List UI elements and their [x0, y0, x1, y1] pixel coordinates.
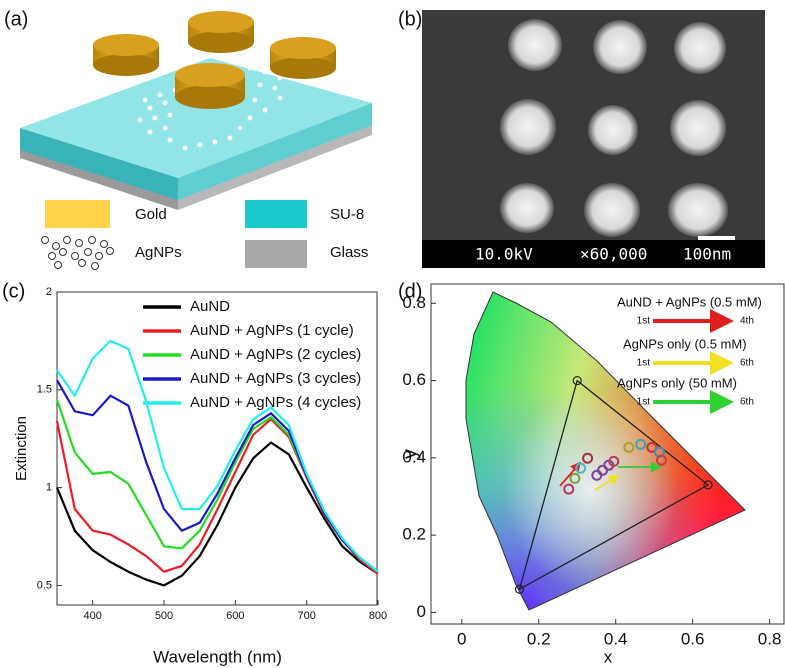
arrow-legend-start: 1st [637, 358, 651, 369]
sem-voltage: 10.0kV [475, 245, 533, 264]
panel-label: (a) [4, 8, 28, 30]
arrow-legend-end: 6th [740, 397, 754, 408]
legend-label: Glass [330, 244, 368, 261]
y-tick-label: 0.2 [402, 525, 426, 544]
series-line [57, 419, 378, 574]
legend-label: Gold [135, 206, 167, 223]
cie-locus [460, 285, 750, 615]
series-line [57, 443, 378, 586]
legend-label: AgNPs [135, 244, 182, 261]
x-tick-label: 0.4 [604, 629, 628, 648]
y-tick-label: 0.5 [37, 579, 52, 591]
legend-label: AuND + AgNPs (3 cycles) [190, 370, 361, 387]
x-tick-label: 500 [155, 610, 173, 622]
legend-label: AuND + AgNPs (2 cycles) [190, 346, 361, 363]
arrow-legend-start: 1st [637, 316, 651, 327]
y-axis-label: y [399, 449, 421, 459]
panel-label: (b) [398, 8, 422, 30]
y-tick-label: 1.5 [37, 384, 52, 396]
y-tick-label: 0.8 [402, 293, 426, 312]
arrow-legend-title: AgNPs only (0.5 mM) [623, 336, 747, 351]
sem-image: 10.0kV ×60,000 100nm [422, 10, 765, 268]
arrow-legend-end: 4th [740, 316, 754, 327]
legend-label: AuND + AgNPs (1 cycle) [190, 322, 354, 339]
x-tick-label: 0.6 [681, 629, 705, 648]
x-tick-label: 0.2 [527, 629, 551, 648]
y-tick-label: 1 [46, 482, 52, 494]
x-axis-label: x [604, 647, 613, 666]
legend-label: AuND [190, 298, 230, 315]
x-tick-label: 0 [457, 629, 466, 648]
legend-label: AuND + AgNPs (4 cycles) [190, 394, 361, 411]
y-axis-label: Extinction [13, 416, 30, 481]
x-tick-label: 400 [83, 610, 101, 622]
x-axis-label: Wavelength (nm) [153, 647, 282, 666]
arrow-legend-start: 1st [637, 397, 651, 408]
panel-label: (c) [2, 280, 25, 302]
sem-scale: 100nm [683, 245, 731, 264]
y-tick-label: 2 [46, 286, 52, 298]
x-tick-label: 0.8 [758, 629, 782, 648]
x-tick-label: 700 [297, 610, 315, 622]
x-tick-label: 600 [226, 610, 244, 622]
arrow-legend-title: AgNPs only (50 mM) [617, 375, 737, 390]
y-tick-label: 0.6 [402, 370, 426, 389]
schematic: Gold SU-8 AgNPs Glass [20, 11, 372, 270]
x-tick-label: 800 [369, 610, 387, 622]
y-tick-label: 0 [417, 602, 426, 621]
arrow-legend-end: 6th [740, 358, 754, 369]
figure: (a) (b) (c) (d) Gold SU-8 [0, 0, 785, 668]
legend-label: SU-8 [330, 206, 364, 223]
arrow-legend-title: AuND + AgNPs (0.5 mM) [617, 294, 762, 309]
sem-magnification: ×60,000 [580, 245, 647, 264]
